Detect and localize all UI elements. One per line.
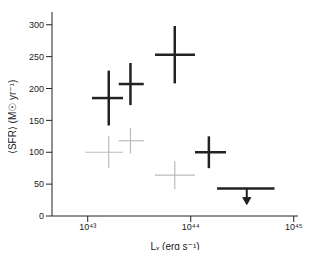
svg-text:⟨SFR⟩ (M☉ yr⁻¹): ⟨SFR⟩ (M☉ yr⁻¹) [8,80,18,154]
svg-text:50: 50 [34,179,44,189]
svg-text:0: 0 [39,211,44,221]
svg-text:Lₓ (erg s⁻¹): Lₓ (erg s⁻¹) [150,241,199,250]
svg-text:100: 100 [29,147,44,157]
svg-text:150: 150 [29,116,44,126]
svg-text:10⁴³: 10⁴³ [79,222,96,232]
svg-text:10⁴⁴: 10⁴⁴ [182,222,200,232]
svg-text:10⁴⁵: 10⁴⁵ [285,222,303,232]
svg-text:300: 300 [29,20,44,30]
svg-text:250: 250 [29,52,44,62]
svg-text:200: 200 [29,84,44,94]
